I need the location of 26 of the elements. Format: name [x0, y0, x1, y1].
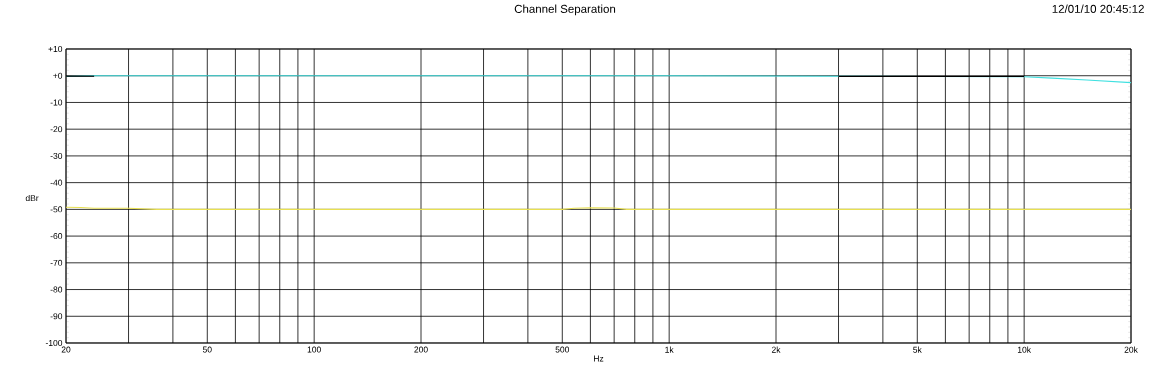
x-tick-label: 20: [61, 346, 71, 353]
x-tick-label: 2k: [771, 346, 781, 353]
y-tick-label: +10: [48, 45, 63, 52]
chart-title: Channel Separation: [514, 4, 616, 16]
text: 12/01/10 20:45:12: [1052, 4, 1144, 13]
y-tick-label: -60: [50, 233, 63, 240]
y-tick-label: -70: [50, 259, 63, 266]
x-tick-label: 200: [414, 346, 428, 353]
y-tick-label: -100: [45, 339, 63, 346]
y-tick-label: -90: [50, 313, 63, 320]
x-tick-label: 1k: [665, 346, 674, 353]
x-axis-title: Hz: [594, 355, 604, 362]
x-tick-label: 100: [307, 346, 321, 353]
y-tick-label: -20: [50, 126, 63, 133]
y-tick-label: -30: [50, 152, 63, 159]
y-tick-label: -80: [50, 286, 63, 293]
y-tick-label: -10: [50, 99, 63, 106]
x-tick-label: 500: [555, 346, 570, 353]
y-tick-label: -50: [50, 206, 63, 213]
y-tick-label: -40: [50, 179, 63, 186]
x-tick-label: 20k: [1124, 346, 1138, 353]
x-tick-label: 5k: [913, 346, 922, 353]
y-tick-label: +0: [53, 72, 63, 79]
x-tick-label: 10k: [1017, 346, 1032, 353]
y-axis-title: dBr: [25, 194, 39, 202]
x-tick-label: 50: [202, 346, 212, 353]
